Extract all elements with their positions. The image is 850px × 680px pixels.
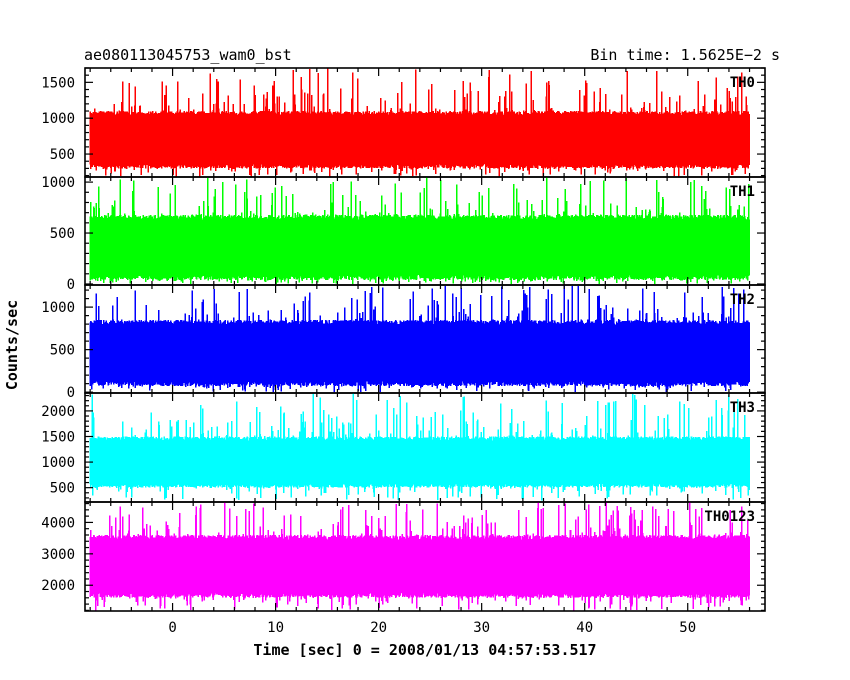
- y-tick-label: 1000: [41, 111, 75, 127]
- y-tick-label: 1000: [41, 455, 75, 471]
- y-tick-label: 2000: [41, 404, 75, 420]
- panel-label: TH1: [730, 184, 755, 200]
- panel-label: TH0123: [704, 509, 755, 525]
- y-tick-label: 2000: [41, 578, 75, 594]
- observation-id: ae080113045753_wam0_bst: [84, 46, 292, 64]
- x-axis-title: Time [sec] 0 = 2008/01/13 04:57:53.517: [253, 641, 596, 659]
- series-th3: [89, 393, 750, 501]
- x-tick-label: 50: [679, 620, 696, 636]
- y-tick-label: 0: [67, 385, 75, 401]
- y-tick-label: 500: [50, 226, 75, 242]
- series-th2: [89, 285, 750, 393]
- y-tick-label: 1500: [41, 75, 75, 91]
- x-axis-tick-labels: 0 10 20 30 40 50: [168, 620, 696, 636]
- y-tick-label: 1000: [41, 300, 75, 316]
- panel-frame: [84, 501, 766, 612]
- panel-label: TH3: [730, 400, 755, 416]
- series-th1: [89, 177, 750, 284]
- panel-label: TH0: [730, 75, 755, 91]
- panel-th2: 0 500 1000 TH2: [41, 284, 766, 401]
- panel-th0123: 2000 3000 4000 TH0123: [41, 501, 766, 612]
- panel-th0: 500 1000 1500 TH0: [41, 67, 766, 178]
- y-tick-label: 3000: [41, 547, 75, 563]
- panel-label: TH2: [730, 292, 755, 308]
- y-tick-label: 4000: [41, 515, 75, 531]
- x-tick-label: 40: [576, 620, 593, 636]
- x-tick-label: 20: [370, 620, 387, 636]
- series-th0: [89, 68, 750, 177]
- y-tick-label: 1500: [41, 429, 75, 445]
- bin-time: Bin time: 1.5625E−2 s: [590, 46, 780, 64]
- y-tick-label: 500: [50, 481, 75, 497]
- y-tick-label: 500: [50, 343, 75, 359]
- panel-th3: 500 1000 1500 2000 TH3: [41, 392, 766, 503]
- series-th0123: [89, 502, 750, 611]
- x-tick-label: 10: [267, 620, 284, 636]
- x-tick-label: 0: [168, 620, 176, 636]
- x-tick-label: 30: [473, 620, 490, 636]
- y-tick-label: 1000: [41, 175, 75, 191]
- y-axis-title: Counts/sec: [3, 300, 21, 390]
- panel-th1: 0 500 1000 TH1: [41, 175, 766, 293]
- y-tick-label: 500: [50, 147, 75, 163]
- y-tick-label: 0: [67, 277, 75, 293]
- panels: 500 1000 1500 TH0 0 500 1000 TH1 0 500 1000 TH2 500 1…: [41, 67, 766, 612]
